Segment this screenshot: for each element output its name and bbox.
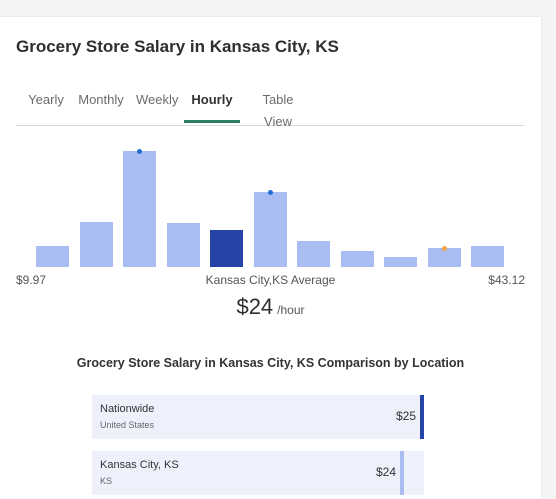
histogram-bar[interactable] [341, 251, 374, 267]
tab-table-view[interactable]: Table View [262, 92, 294, 129]
histogram-bar[interactable] [80, 222, 113, 267]
salary-histogram [16, 141, 524, 271]
location-name: Kansas City, KS [100, 459, 179, 471]
tab-yearly[interactable]: Yearly [28, 92, 64, 107]
histogram-bar[interactable] [210, 230, 243, 267]
location-name: Nationwide [100, 403, 155, 415]
location-bar [400, 451, 404, 495]
range-min-label: $9.97 [16, 273, 47, 287]
page-title: Grocery Store Salary in Kansas City, KS [16, 37, 339, 56]
histogram-bar[interactable] [471, 246, 504, 267]
histogram-bar[interactable] [254, 192, 287, 267]
salary-card: Grocery Store Salary in Kansas City, KS … [0, 16, 542, 499]
tab-monthly[interactable]: Monthly [78, 92, 124, 107]
average-label: Kansas City,KS Average [205, 273, 336, 287]
location-sub: United States [100, 420, 155, 430]
histogram-bar[interactable] [167, 223, 200, 267]
histogram-bar[interactable] [384, 257, 417, 267]
location-bar [420, 395, 424, 439]
average-value: $24/hour [0, 294, 541, 320]
tab-hourly[interactable]: Hourly [184, 89, 240, 123]
histogram-bar[interactable] [297, 241, 330, 267]
location-row-kansas-city[interactable]: Kansas City, KS KS $24 [92, 451, 424, 495]
histogram-bar[interactable] [123, 151, 156, 267]
histogram-bar[interactable] [36, 246, 69, 267]
location-value: $24 [375, 465, 396, 479]
location-row-nationwide[interactable]: Nationwide United States $25 [92, 395, 424, 439]
average-amount: $24 [236, 294, 274, 319]
average-unit: /hour [277, 303, 305, 317]
histogram-marker [442, 246, 447, 251]
histogram-marker [137, 149, 142, 154]
location-sub: KS [100, 476, 113, 486]
location-value: $25 [395, 409, 416, 423]
comparison-title: Grocery Store Salary in Kansas City, KS … [76, 356, 465, 370]
range-max-label: $43.12 [488, 273, 525, 287]
histogram-bar[interactable] [428, 248, 461, 267]
period-tabs: Yearly Monthly Weekly Hourly Table View [16, 89, 524, 129]
tab-weekly[interactable]: Weekly [136, 92, 179, 107]
histogram-marker [268, 190, 273, 195]
